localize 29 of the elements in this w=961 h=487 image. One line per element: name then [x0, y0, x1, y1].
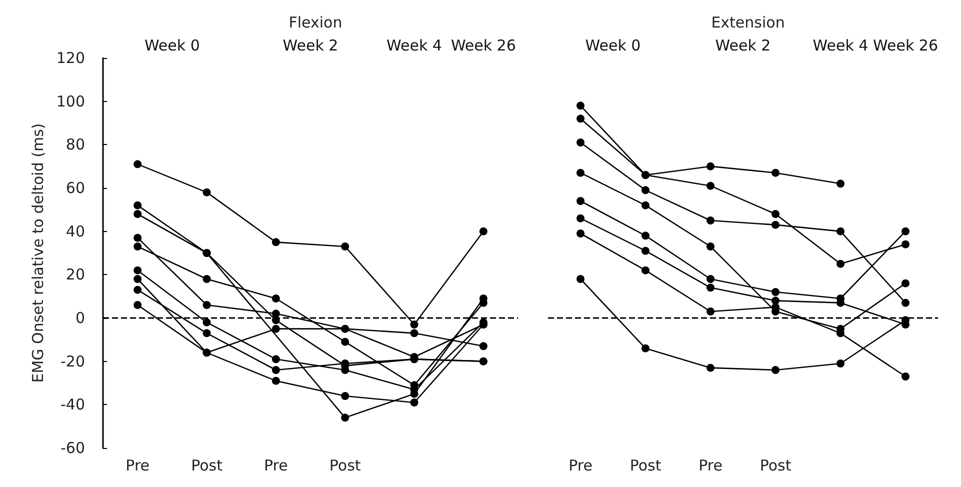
- x-tick-label: Post: [630, 456, 662, 474]
- x-tick-label: Post: [760, 456, 792, 474]
- chart-title: Flexion: [288, 14, 342, 32]
- y-tick-label: 40: [66, 222, 85, 240]
- text: Week 2: [715, 36, 771, 54]
- x-tick-label: Pre: [568, 456, 592, 474]
- text: Week 2: [282, 36, 338, 54]
- text: Week 4: [386, 36, 442, 54]
- y-tick-label: 0: [75, 309, 85, 327]
- x-tick-label: Pre: [126, 456, 150, 474]
- y-tick-label: 100: [56, 92, 85, 110]
- text: Week 0: [585, 36, 641, 54]
- text: Week 0: [144, 36, 200, 54]
- y-tick-label: 80: [66, 136, 85, 154]
- text: Week 26: [873, 36, 938, 54]
- x-tick-label: Post: [329, 456, 361, 474]
- y-tick-label: -40: [60, 396, 85, 414]
- x-tick-label: Pre: [264, 456, 288, 474]
- x-tick-label: Post: [191, 456, 223, 474]
- y-tick-label: -20: [60, 352, 85, 370]
- y-tick-label: -60: [60, 439, 85, 457]
- x-tick-label: Pre: [698, 456, 722, 474]
- text: Week 26: [450, 36, 516, 54]
- chart-title: Extension: [711, 14, 785, 32]
- y-axis-title: EMG Onset relative to deltoid (ms): [28, 123, 47, 383]
- text: Week 4: [812, 36, 868, 54]
- y-tick-label: 120: [56, 49, 85, 67]
- y-tick-label: 60: [66, 179, 85, 197]
- y-tick-label: 20: [66, 266, 85, 284]
